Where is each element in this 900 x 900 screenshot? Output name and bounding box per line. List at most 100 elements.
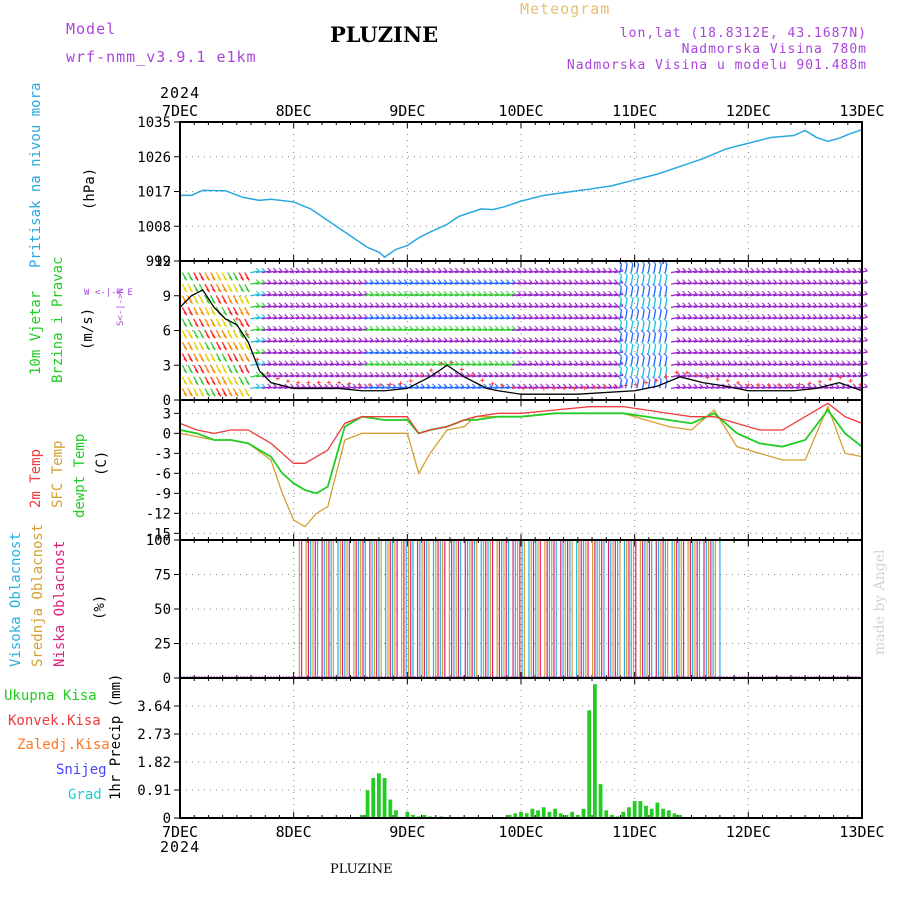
wind-barb	[807, 328, 817, 332]
wind-barb	[614, 386, 624, 390]
wind-barb	[629, 271, 634, 276]
wind-barb	[596, 302, 601, 307]
wind-barb	[211, 381, 216, 385]
wind-barb	[183, 369, 188, 374]
wind-barb	[261, 293, 271, 297]
wind-barb	[511, 339, 521, 343]
wind-barb	[676, 328, 686, 332]
wind-barb	[290, 351, 300, 355]
wind-barb	[341, 314, 345, 318]
wind-barb	[335, 267, 340, 272]
wind-barb	[386, 279, 391, 283]
wind-barb	[585, 363, 595, 366]
wind-barb	[318, 314, 323, 318]
wind-barb	[585, 302, 590, 307]
wind-barb	[494, 360, 499, 365]
wind-barb	[733, 351, 743, 355]
wind-barb	[744, 339, 754, 343]
wind-barb	[477, 337, 482, 341]
wind-barb	[790, 337, 794, 341]
wind-barb	[267, 386, 277, 390]
wind-barb	[200, 311, 205, 316]
wind-barb	[801, 267, 806, 272]
wind-barb	[318, 305, 328, 308]
wind-barb	[454, 281, 465, 285]
wind-barb	[335, 339, 345, 343]
wind-barb	[750, 279, 755, 283]
wind-barb	[329, 270, 340, 274]
wind-barb	[228, 323, 233, 328]
wind-barb	[290, 328, 300, 332]
wind-barb	[733, 348, 738, 353]
wind-barb	[676, 337, 681, 341]
wind-barb	[432, 267, 436, 272]
wind-barb	[733, 293, 743, 297]
wind-barb	[682, 339, 692, 343]
wind-barb	[234, 392, 239, 397]
wind-barb	[579, 270, 590, 274]
wind-barb	[261, 360, 266, 365]
wind-barb	[693, 293, 703, 297]
meteogram-label: Meteogram	[520, 0, 611, 18]
wind-barb	[381, 383, 385, 388]
wind-barb	[767, 281, 777, 285]
wind-barb	[761, 363, 771, 366]
wind-barb	[312, 302, 317, 307]
wind-barb	[574, 351, 584, 355]
wind-barb	[778, 328, 788, 332]
wind-barb	[801, 351, 811, 355]
wind-barb	[602, 290, 607, 295]
wind-barb	[829, 279, 834, 283]
wind-barb	[835, 371, 840, 376]
wind-barb	[657, 341, 662, 346]
wind-barb	[670, 328, 681, 332]
wind-barb	[386, 348, 391, 353]
wind-barb	[778, 314, 783, 318]
wind-barb	[710, 360, 715, 365]
wind-barb	[335, 360, 340, 365]
wind-barb	[705, 316, 715, 320]
wind-barb	[517, 328, 527, 332]
wind-barb	[795, 302, 800, 307]
wind-barb	[460, 383, 465, 388]
wind-barb	[659, 286, 662, 296]
wind-barb	[852, 363, 862, 366]
wind-barb	[528, 293, 538, 297]
wind-barb	[398, 270, 408, 274]
wind-barb	[858, 316, 868, 320]
wind-barb	[386, 328, 396, 332]
wind-barb	[614, 351, 624, 355]
wind-barb	[818, 337, 823, 341]
wind-barb	[579, 383, 584, 388]
wind-barb	[744, 386, 754, 390]
wind-barb	[699, 374, 709, 378]
wind-barb	[432, 337, 436, 341]
precip-ytick-label: 2.73	[137, 727, 171, 743]
wind-barb	[653, 286, 657, 296]
wind-barb	[591, 302, 596, 307]
wind-barb	[318, 281, 328, 285]
wind-barb	[591, 348, 596, 353]
wind-barb	[551, 267, 556, 272]
wind-barb	[534, 267, 539, 272]
wind-barb	[335, 328, 345, 332]
wind-barb	[795, 328, 806, 332]
wind-barb	[312, 293, 322, 297]
wind-barb	[670, 339, 681, 343]
wind-barb	[471, 279, 476, 283]
wind-barb	[194, 381, 199, 385]
wind-barb	[602, 386, 612, 390]
wind-barb	[784, 386, 794, 390]
wind-barb	[426, 290, 431, 295]
pressure-ytick-label: 1017	[137, 185, 171, 201]
wind-barb	[795, 360, 800, 365]
wind-barb	[682, 290, 686, 295]
wind-barb	[392, 290, 397, 295]
wind-barb	[189, 392, 193, 397]
wind-barb	[420, 290, 425, 295]
wind-barb	[693, 339, 703, 343]
wind-barb	[392, 348, 397, 353]
wind-barb	[295, 360, 300, 365]
wind-barb	[830, 316, 840, 320]
panel-frame	[179, 399, 863, 541]
